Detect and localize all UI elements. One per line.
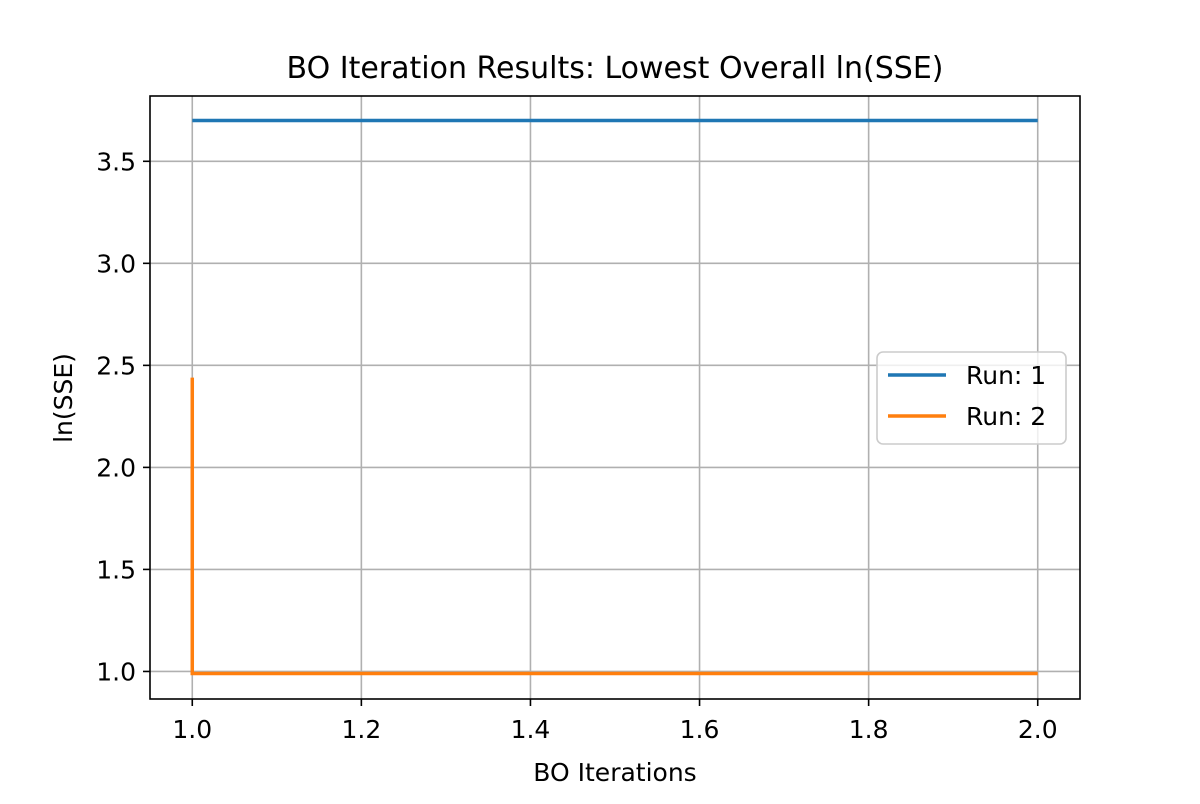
legend-label-run-2: Run: 2 xyxy=(966,402,1046,431)
series-lines xyxy=(190,118,1038,676)
y-tick-label: 3.5 xyxy=(96,147,136,176)
x-tick-label: 1.6 xyxy=(680,715,720,744)
x-tick-label: 1.4 xyxy=(511,715,551,744)
y-tick-label: 1.5 xyxy=(96,555,136,584)
x-tick-label: 2.0 xyxy=(1018,715,1058,744)
x-axis-label: BO Iterations xyxy=(533,758,696,787)
legend-label-run-1: Run: 1 xyxy=(966,361,1046,390)
legend: Run: 1 Run: 2 xyxy=(876,351,1067,445)
y-tick-label: 3.0 xyxy=(96,249,136,278)
x-tick-label: 1.8 xyxy=(849,715,889,744)
series-line-run-2 xyxy=(190,377,1038,676)
plot-frame xyxy=(149,95,1081,700)
x-tick-label: 1.2 xyxy=(341,715,381,744)
y-tick-label: 1.0 xyxy=(96,657,136,686)
y-tick-label: 2.5 xyxy=(96,351,136,380)
y-tick-label: 2.0 xyxy=(96,453,136,482)
chart-title: BO Iteration Results: Lowest Overall ln(… xyxy=(287,51,944,86)
x-tick-label: 1.0 xyxy=(172,715,212,744)
y-axis-label: ln(SSE) xyxy=(49,353,78,443)
x-axis-ticks: 1.0 1.2 1.4 1.6 1.8 2.0 xyxy=(172,699,1058,744)
y-axis-ticks: 1.0 1.5 2.0 2.5 3.0 3.5 xyxy=(96,147,150,686)
